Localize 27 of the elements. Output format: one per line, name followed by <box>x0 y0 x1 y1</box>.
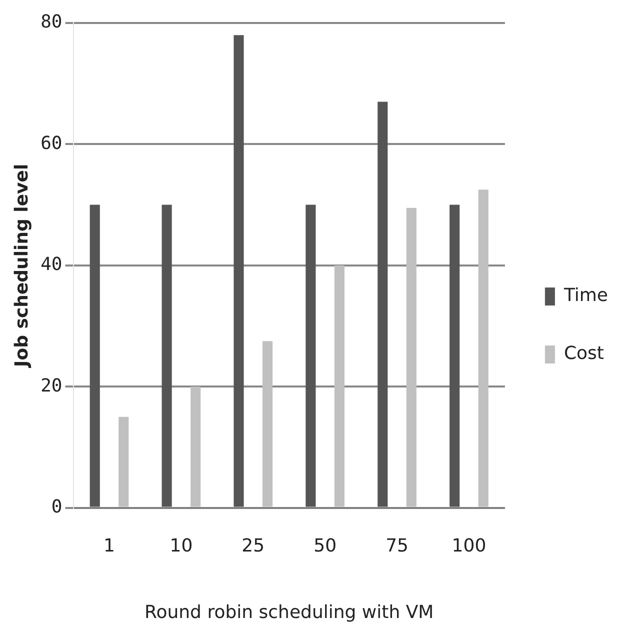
x-tick-label: 75 <box>386 535 408 556</box>
bar <box>162 204 172 507</box>
x-tick-label: 50 <box>314 535 337 556</box>
legend-label: Time <box>562 285 608 306</box>
y-tick-label: 0 <box>51 496 62 518</box>
y-tick-label: 80 <box>40 12 62 33</box>
x-tick-label: 100 <box>452 535 486 556</box>
bar <box>190 386 201 507</box>
bar <box>334 265 345 507</box>
bar <box>306 204 316 507</box>
x-tick-label: 25 <box>242 535 265 556</box>
bar <box>234 35 244 507</box>
y-axis-title: Job scheduling level <box>11 164 32 369</box>
bar <box>118 416 129 507</box>
bar <box>478 190 488 507</box>
x-tick-label: 10 <box>170 535 193 556</box>
bar <box>262 341 273 507</box>
x-tick-label: 1 <box>104 535 115 556</box>
bar <box>90 204 100 507</box>
legend-label: Cost <box>564 343 604 364</box>
y-tick-label: 60 <box>40 132 62 154</box>
bar <box>378 102 388 507</box>
bar <box>450 204 460 507</box>
y-tick-label: 20 <box>40 375 62 396</box>
bar <box>406 208 416 507</box>
x-axis-title: Round robin scheduling with VM <box>144 602 434 623</box>
y-tick-label: 40 <box>40 254 62 276</box>
